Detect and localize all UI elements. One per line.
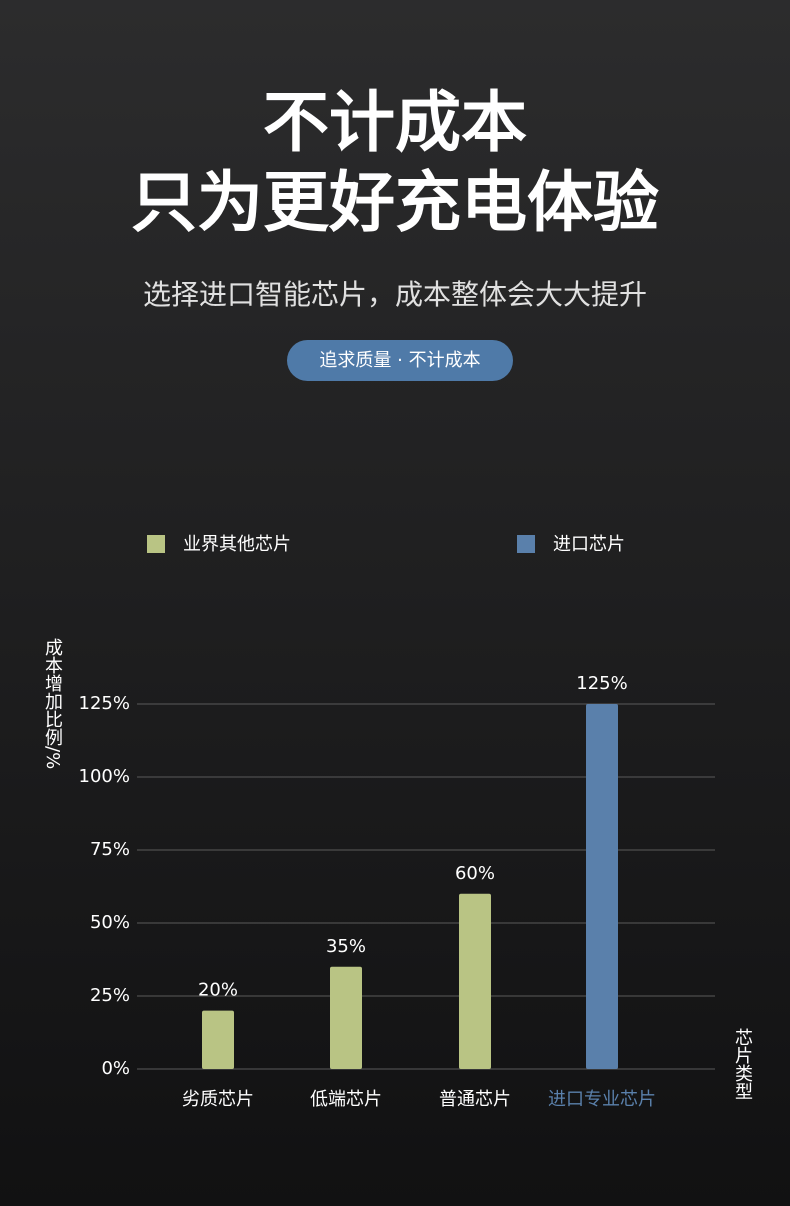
bar — [330, 966, 362, 1069]
value-label: 20% — [198, 980, 238, 1001]
legend-label: 进口芯片 — [553, 534, 625, 555]
badge — [287, 340, 513, 381]
bar — [202, 1010, 234, 1069]
y-tick-label: 25% — [90, 985, 130, 1006]
value-label: 60% — [455, 863, 495, 884]
badge-text: 追求质量 · 不计成本 — [319, 350, 480, 371]
x-tick-label: 进口专业芯片 — [548, 1089, 656, 1110]
value-label: 125% — [576, 673, 627, 694]
x-tick-label: 普通芯片 — [439, 1089, 511, 1110]
bar — [459, 893, 491, 1069]
x-axis-label: 芯片类型 — [732, 1028, 753, 1100]
y-tick-label: 125% — [79, 693, 130, 714]
legend-swatch — [517, 535, 535, 553]
subtitle: 选择进口智能芯片，成本整体会大大提升 — [143, 278, 647, 311]
y-tick-label: 50% — [90, 912, 130, 933]
x-tick-label: 低端芯片 — [310, 1089, 382, 1110]
x-tick-label: 劣质芯片 — [182, 1089, 254, 1110]
y-tick-label: 75% — [90, 839, 130, 860]
title-line: 只为更好充电体验 — [131, 164, 659, 241]
value-label: 35% — [326, 936, 366, 957]
title-line: 不计成本 — [263, 84, 527, 161]
bar — [586, 704, 618, 1069]
legend-label: 业界其他芯片 — [183, 534, 291, 555]
legend-swatch — [147, 535, 165, 553]
y-tick-label: 100% — [79, 766, 130, 787]
y-tick-label: 0% — [101, 1058, 130, 1079]
y-axis-label: 成本增加比例/% — [42, 638, 63, 769]
